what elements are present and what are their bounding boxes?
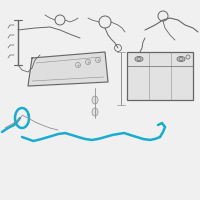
Ellipse shape (135, 56, 143, 62)
Ellipse shape (179, 58, 183, 60)
Bar (127, 52, 193, 100)
Ellipse shape (92, 108, 98, 116)
Ellipse shape (177, 56, 185, 62)
Polygon shape (28, 52, 108, 86)
Ellipse shape (92, 96, 98, 104)
Ellipse shape (137, 58, 141, 60)
